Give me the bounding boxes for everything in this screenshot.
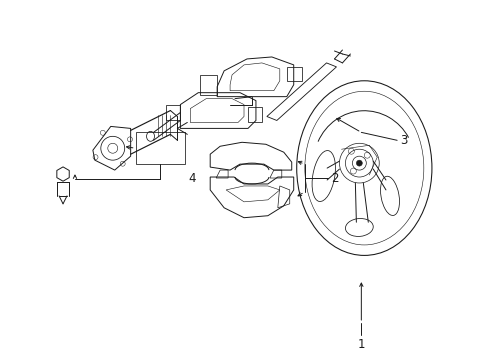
Text: 4: 4 — [189, 171, 196, 185]
Text: 3: 3 — [400, 134, 408, 147]
Text: 2: 2 — [331, 171, 338, 185]
Bar — [136, 132, 185, 164]
Text: 1: 1 — [358, 338, 365, 351]
Circle shape — [356, 160, 362, 166]
